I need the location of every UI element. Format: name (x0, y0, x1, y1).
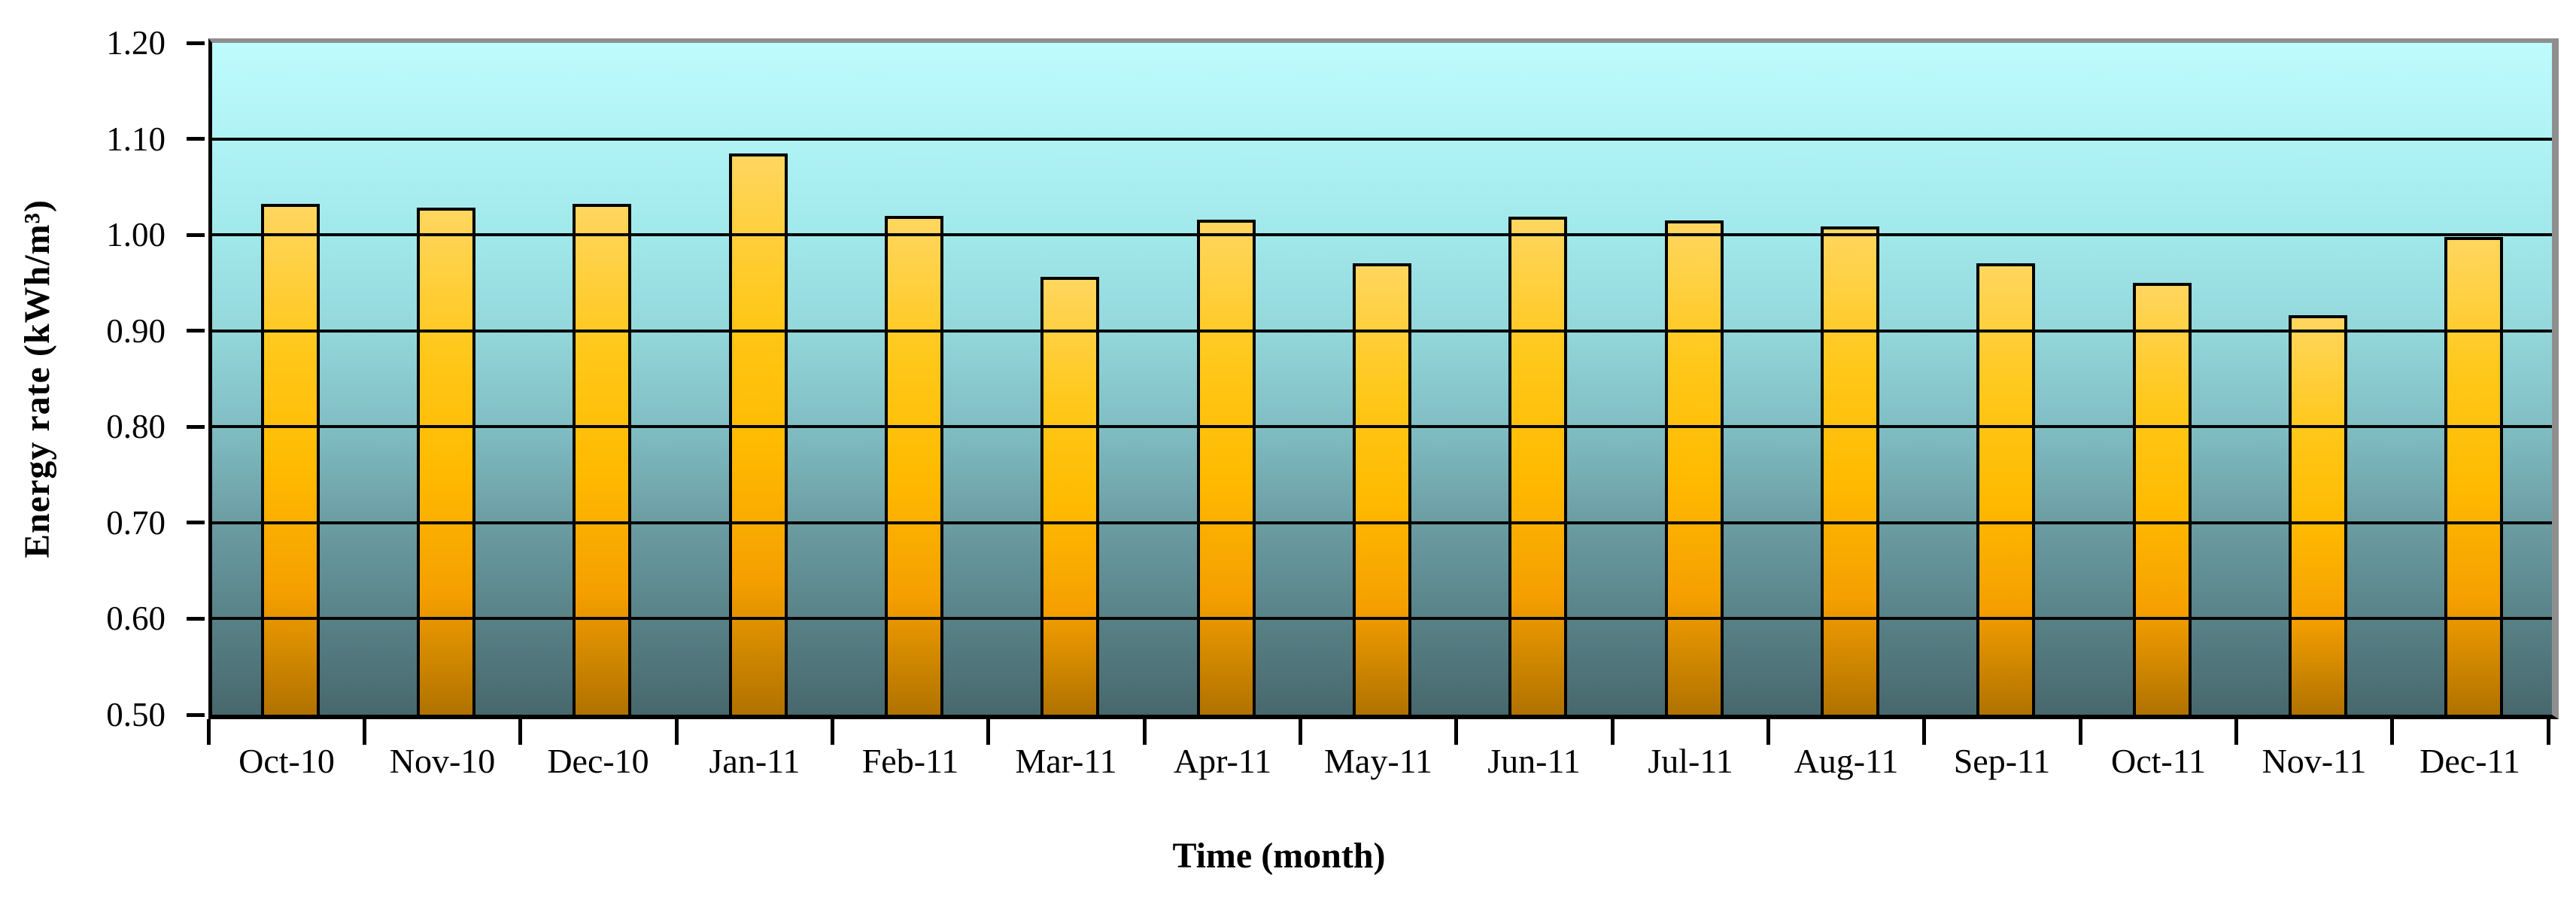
category-Jun-11 (1460, 43, 1616, 715)
gridline (212, 233, 2552, 236)
bar-Dec-10 (573, 204, 632, 715)
bars-layer (212, 43, 2552, 715)
x-tick-label-Jun-11: Jun-11 (1487, 742, 1581, 780)
x-tick (2079, 719, 2082, 745)
x-tick-label-Oct-11: Oct-11 (2110, 742, 2207, 780)
bar-Jan-11 (728, 153, 788, 715)
x-tick (2547, 719, 2550, 745)
bar-Apr-11 (1196, 220, 1256, 715)
y-tick-label: 0.60 (106, 600, 166, 637)
x-tick (363, 719, 366, 745)
x-tick (675, 719, 679, 745)
x-tick-label-Dec-10: Dec-10 (547, 742, 649, 780)
category-Feb-11 (836, 43, 992, 715)
bar-Nov-11 (2288, 315, 2347, 715)
category-May-11 (1304, 43, 1460, 715)
category-Sep-11 (1928, 43, 2084, 715)
bar-Jul-11 (1664, 220, 1724, 715)
x-tick (1454, 719, 1458, 745)
gridline (212, 425, 2552, 428)
gridline (212, 330, 2552, 333)
x-tick-label-Sep-11: Sep-11 (1953, 742, 2051, 780)
bar-Sep-11 (1976, 263, 2036, 715)
x-axis-title: Time (month) (1172, 836, 1386, 876)
x-tick-label-Nov-10: Nov-10 (389, 742, 496, 780)
y-tick-label: 1.10 (106, 120, 166, 158)
category-Jan-11 (680, 43, 836, 715)
y-tick-label: 0.90 (106, 312, 166, 350)
category-Oct-11 (2084, 43, 2240, 715)
category-Apr-11 (1148, 43, 1304, 715)
bar-Oct-11 (2132, 283, 2192, 715)
x-tick (207, 719, 211, 745)
y-tick (187, 713, 205, 717)
y-tick-label: 0.70 (106, 504, 166, 542)
x-tick-label-Mar-11: Mar-11 (1015, 742, 1117, 780)
category-Dec-11 (2396, 43, 2552, 715)
y-tick (187, 41, 205, 45)
x-tick (1922, 719, 1926, 745)
y-tick (187, 233, 205, 237)
x-tick-label-Nov-11: Nov-11 (2262, 742, 2367, 780)
category-Oct-10 (212, 43, 368, 715)
x-tick (1143, 719, 1147, 745)
x-tick (1611, 719, 1615, 745)
x-tick-label-Apr-11: Apr-11 (1173, 742, 1272, 780)
y-tick (187, 617, 205, 621)
bar-Oct-10 (260, 204, 320, 715)
y-tick (187, 425, 205, 429)
x-tick (831, 719, 834, 745)
x-tick (1299, 719, 1302, 745)
bar-Jun-11 (1508, 217, 1568, 715)
bar-Nov-10 (416, 208, 475, 715)
x-tick (518, 719, 522, 745)
y-axis-title: Energy rate (kWh/m³) (17, 199, 57, 558)
x-tick (1766, 719, 1770, 745)
x-tick-label-May-11: May-11 (1324, 742, 1432, 780)
x-tick-label-Jul-11: Jul-11 (1648, 742, 1733, 780)
y-tick-label: 1.20 (106, 24, 166, 62)
category-Dec-10 (524, 43, 680, 715)
x-tick-label-Feb-11: Feb-11 (861, 742, 959, 780)
y-tick (187, 521, 205, 524)
x-tick-label-Aug-11: Aug-11 (1794, 742, 1899, 780)
bar-Mar-11 (1040, 277, 1100, 715)
bar-Dec-11 (2444, 237, 2504, 715)
y-tick (187, 137, 205, 141)
category-Mar-11 (992, 43, 1148, 715)
bar-Aug-11 (1820, 226, 1879, 715)
gridline (212, 617, 2552, 620)
bar-Feb-11 (884, 216, 943, 715)
category-Aug-11 (1772, 43, 1927, 715)
category-Nov-11 (2240, 43, 2395, 715)
gridline (212, 521, 2552, 524)
x-tick-label-Jan-11: Jan-11 (709, 742, 800, 780)
x-tick-label-Dec-11: Dec-11 (2420, 742, 2520, 780)
x-tick (986, 719, 990, 745)
category-Nov-10 (368, 43, 524, 715)
plot-area (208, 38, 2559, 719)
y-tick (187, 329, 205, 333)
y-tick-label: 0.80 (106, 408, 166, 445)
x-tick-label-Oct-10: Oct-10 (238, 742, 335, 780)
bar-May-11 (1352, 263, 1411, 715)
y-tick-label: 1.00 (106, 216, 166, 254)
y-tick-label: 0.50 (106, 696, 166, 733)
x-tick (2390, 719, 2394, 745)
category-Jul-11 (1616, 43, 1772, 715)
x-tick (2234, 719, 2238, 745)
gridline (212, 138, 2552, 141)
